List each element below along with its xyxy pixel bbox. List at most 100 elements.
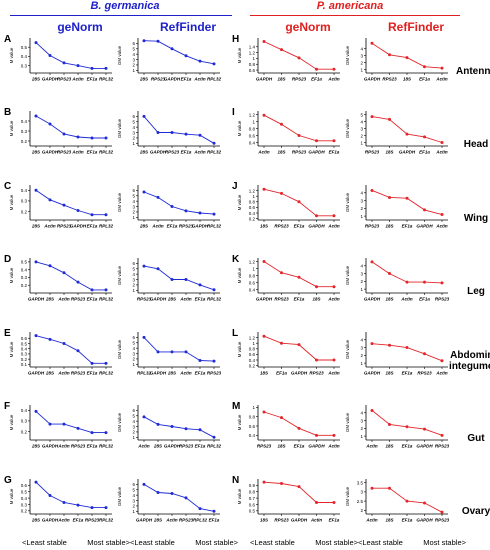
data-point	[212, 62, 216, 66]
y-axis-label: M value	[9, 120, 14, 136]
data-point	[76, 349, 80, 353]
x-tick-label: GAPDH	[291, 518, 308, 523]
data-point	[212, 359, 216, 363]
y-tick-label: 1	[252, 266, 255, 271]
x-tick-label: Actin	[365, 518, 378, 523]
x-tick-label: Actin	[151, 224, 164, 229]
data-point	[184, 496, 188, 500]
panel-letter: H	[232, 34, 239, 45]
x-tick-label: RPS23	[207, 371, 222, 376]
y-tick-label: 4	[132, 419, 135, 424]
y-tick-label: 2	[132, 357, 135, 362]
x-tick-label: RPL32	[207, 150, 222, 155]
x-tick-label: RPS23	[57, 224, 72, 229]
y-tick-label: 2	[132, 210, 135, 215]
x-tick-label: RPL32	[99, 371, 114, 376]
y-axis-label: M value	[9, 488, 14, 504]
y-axis-label: GM value	[345, 412, 350, 432]
x-tick-label: Actin	[327, 77, 340, 82]
y-tick-label: 0.2	[21, 429, 28, 434]
x-tick-label: GAPDH	[42, 444, 59, 449]
y-tick-label: 6	[132, 41, 135, 46]
x-tick-label: RPL32	[193, 518, 208, 523]
data-point	[388, 195, 391, 199]
x-tick-label: EF1a	[87, 77, 98, 82]
data-point	[184, 278, 188, 282]
data-point	[62, 341, 66, 345]
panel-wing-reffinder-americana: 1 2 3 4 GM value RPS23 18S EF1a GAPDH Actin	[345, 185, 448, 229]
x-tick-label: EF1a	[311, 77, 322, 82]
data-point	[388, 343, 391, 347]
x-tick-label: RPL32	[207, 297, 222, 302]
y-tick-label: 6	[132, 482, 135, 487]
data-point	[280, 271, 283, 275]
panel-letter: A	[4, 34, 11, 45]
x-tick-label: Actin	[327, 224, 340, 229]
y-tick-label: 2	[132, 63, 135, 68]
x-tick-label: RPL32	[99, 77, 114, 82]
y-tick-label: 0.6	[249, 68, 256, 73]
y-tick-label: 0.2	[21, 283, 28, 288]
y-tick-label: 0.5	[21, 341, 28, 346]
data-point	[170, 425, 174, 429]
y-tick-label: 0.2	[21, 139, 28, 144]
panel-ovary-genorm-americana: N 0.5 0.60.70.8 0.9 M value 18S RPS23 GAPDH Acti…	[232, 475, 340, 523]
y-tick-label: 1.2	[249, 112, 256, 117]
panel-antenna-genorm-americana: H 0.60.811.21.4 M value GAPDH 18S RPS23 EF1a Ac…	[232, 34, 340, 82]
data-point	[184, 54, 188, 58]
data-point	[90, 288, 94, 292]
y-tick-label: 3	[360, 198, 363, 203]
most-stable-label: Most stable>	[315, 538, 358, 547]
y-tick-label: 2	[360, 508, 363, 513]
y-tick-label: 2.5	[357, 499, 364, 504]
y-tick-label: 5	[132, 194, 135, 199]
panel-head-reffinder-americana: 1 2 3 4 5 GM value RPS23 18S GAPDH EF1a Actin	[345, 111, 448, 155]
y-tick-label: 6	[132, 408, 135, 413]
x-tick-label: 18S	[385, 518, 393, 523]
x-tick-label: EF1a	[209, 518, 220, 523]
y-axis-label: GM value	[117, 265, 122, 285]
y-tick-label: 0.4	[249, 140, 256, 145]
series-line	[143, 191, 215, 215]
data-point	[170, 47, 174, 51]
series-line	[35, 481, 106, 509]
x-tick-label: EF1a	[87, 224, 98, 229]
x-tick-label: 28S	[31, 224, 40, 229]
data-point	[280, 191, 283, 195]
data-point	[104, 213, 108, 217]
data-point	[198, 133, 202, 137]
data-point	[332, 139, 336, 143]
data-point	[440, 141, 444, 144]
y-tick-label: 3	[360, 345, 363, 350]
data-point	[423, 65, 426, 69]
x-tick-label: RPS23	[57, 150, 72, 155]
y-tick-label: 5	[132, 341, 135, 346]
x-tick-label: 18S	[277, 444, 285, 449]
x-tick-label: EF1a	[195, 444, 206, 449]
x-tick-label: Actin	[165, 518, 178, 523]
x-tick-label: 28S	[139, 150, 148, 155]
data-point	[423, 208, 426, 212]
data-point	[388, 486, 391, 490]
data-point	[142, 39, 146, 43]
y-tick-label: 1	[252, 56, 255, 61]
x-tick-label: RPS23	[365, 150, 380, 155]
y-tick-label: 5	[132, 414, 135, 419]
data-point	[142, 190, 146, 194]
y-axis-label: GM value	[345, 486, 350, 506]
least-stable-label: <Least stable	[130, 538, 175, 547]
y-tick-label: 6	[132, 114, 135, 119]
x-tick-label: GAPDH	[256, 297, 273, 302]
series-line	[371, 410, 443, 436]
y-tick-label: 1	[252, 194, 255, 199]
data-point	[34, 480, 38, 484]
y-tick-label: 2	[360, 353, 363, 358]
panel-letter: L	[232, 328, 238, 339]
series-line	[371, 116, 443, 143]
y-tick-label: 0.5	[249, 509, 256, 514]
x-tick-label: Actin	[327, 444, 340, 449]
